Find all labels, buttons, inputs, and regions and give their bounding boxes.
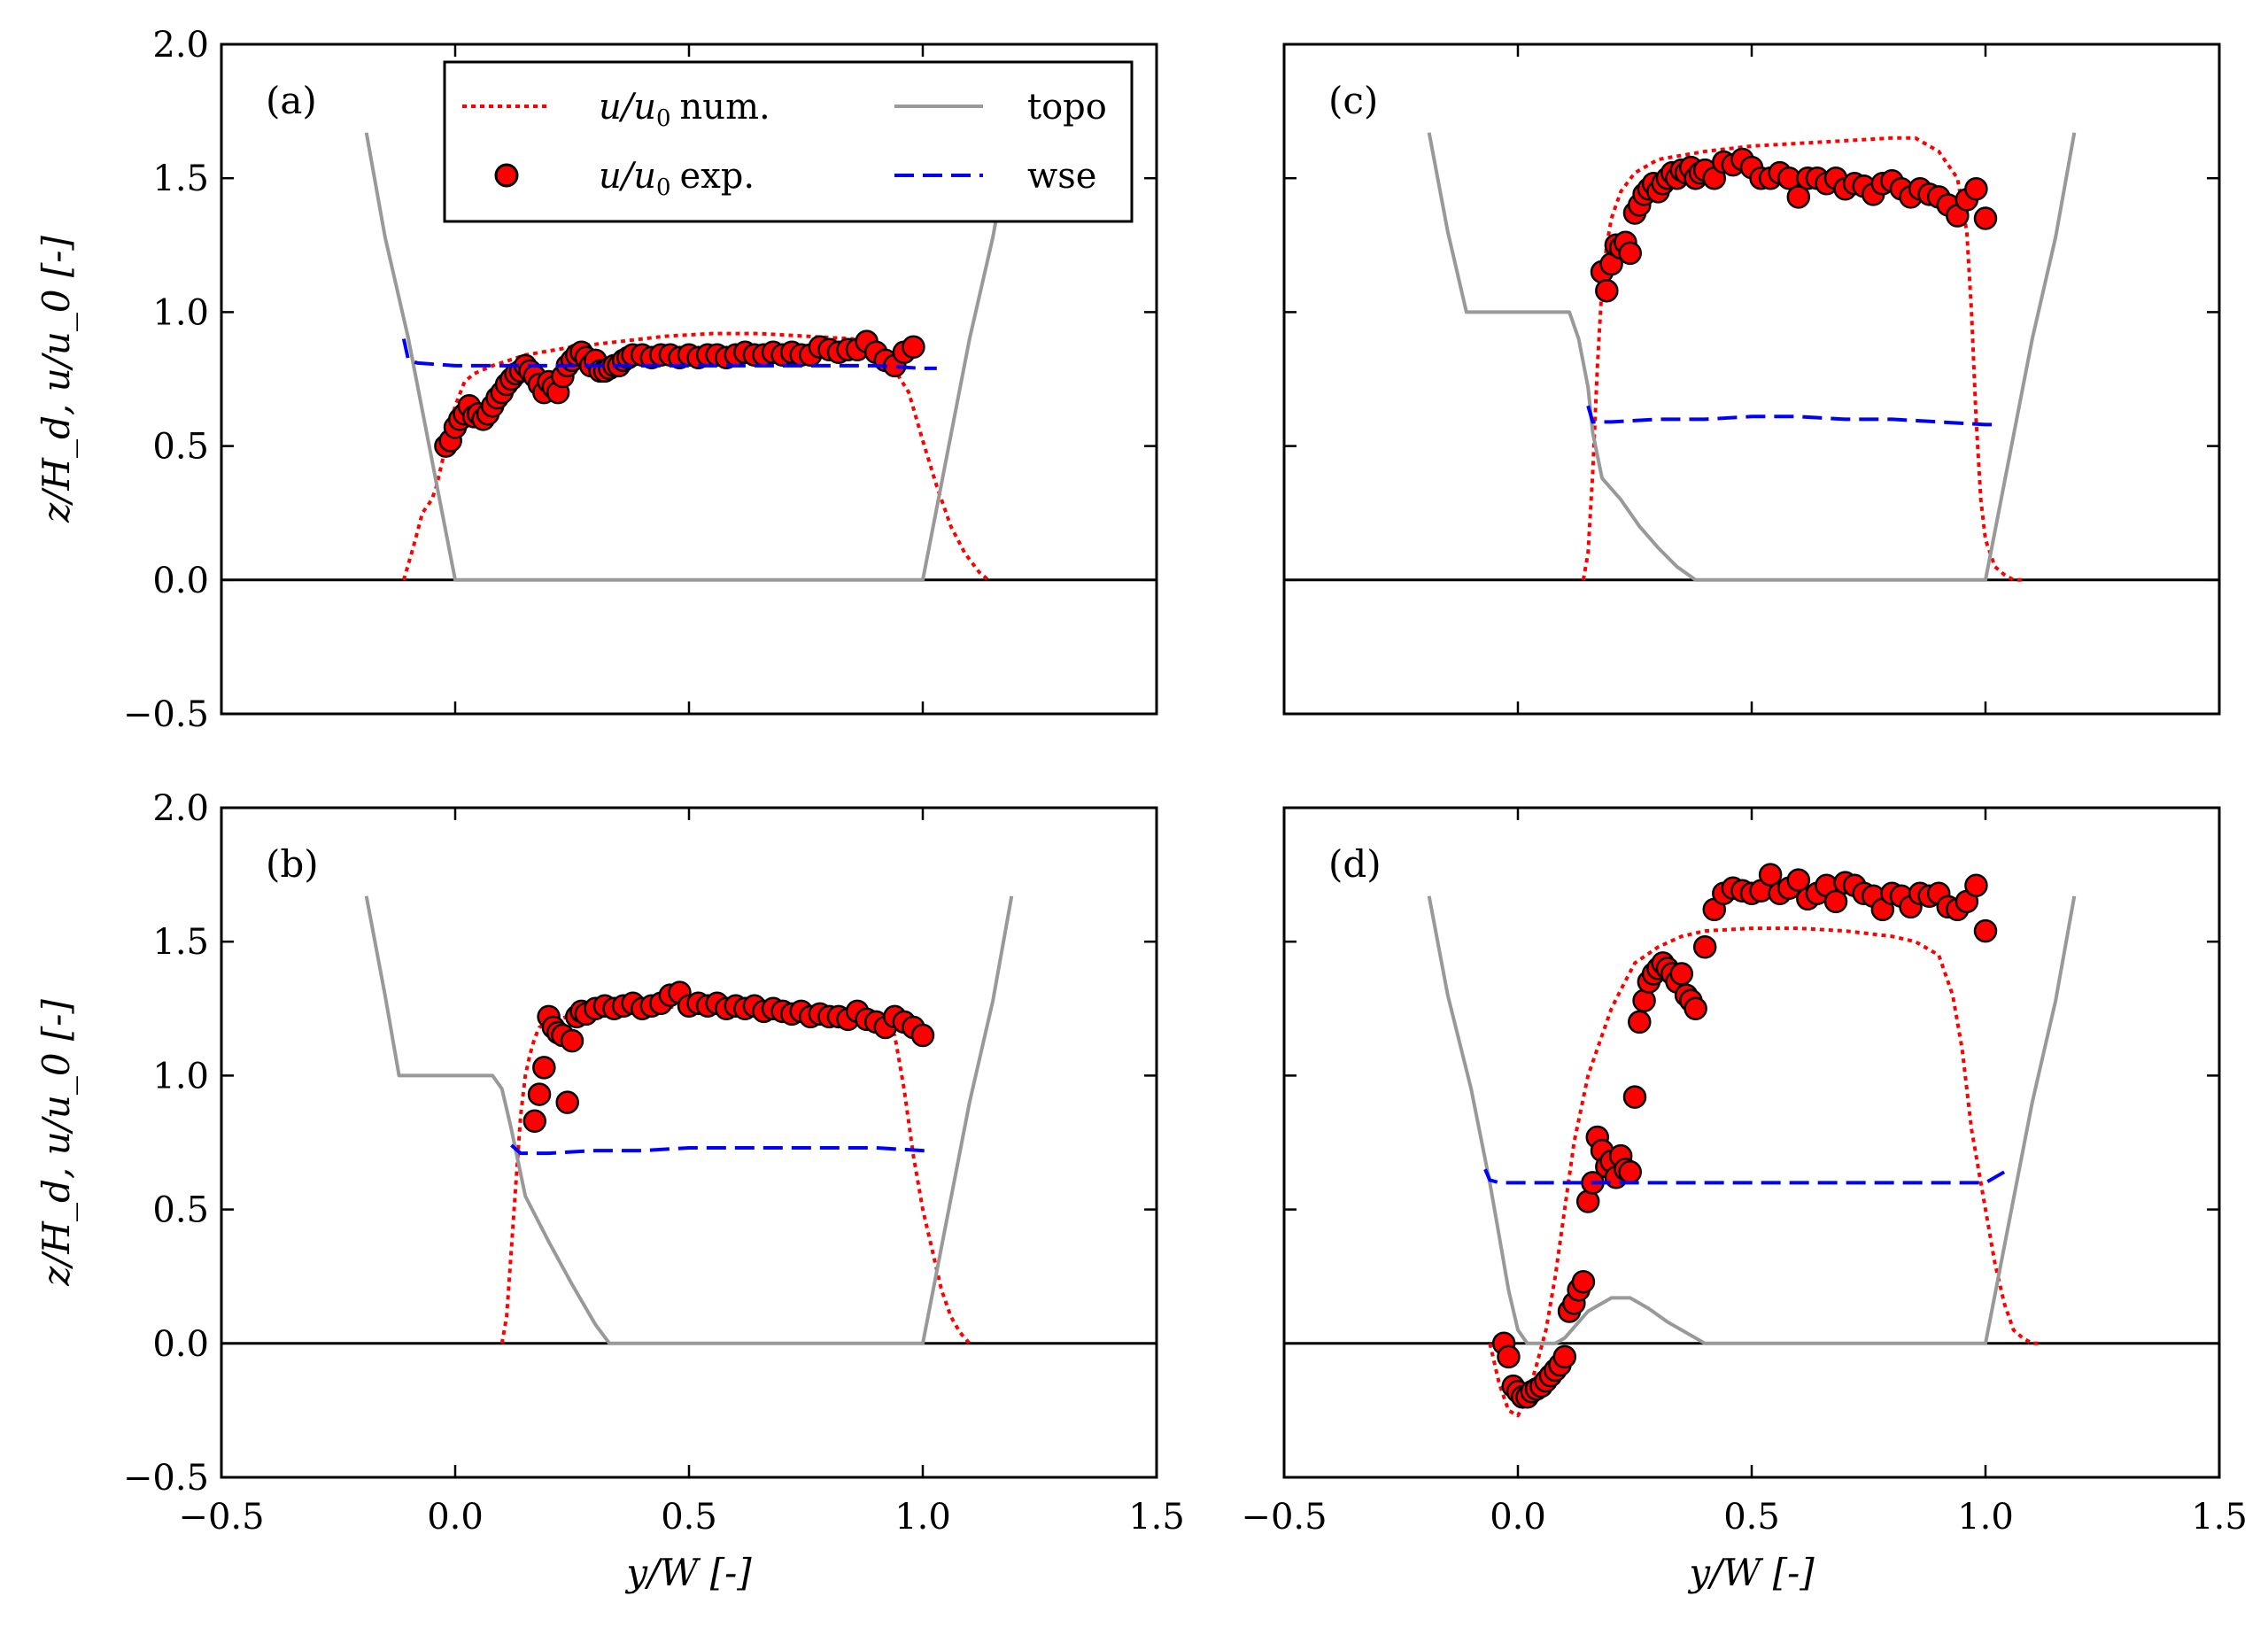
panel-b-frame	[220, 806, 1158, 1479]
panel-d-exp-point	[1669, 962, 1694, 986]
panel-b-exp-point	[532, 1056, 556, 1080]
panel-d-exp-point	[1628, 1010, 1652, 1034]
legend-topo-label: topo	[1027, 87, 1107, 128]
panel-d-x-tick-label: −0.5	[1241, 1497, 1327, 1538]
panel-c-topo-line	[1427, 132, 2077, 582]
y-axis-label-bottom: z/H_d, u/u_0 [-]	[35, 998, 78, 1286]
panel-d-wse-line	[1483, 1168, 2006, 1185]
panel-b-wse-line	[510, 1143, 928, 1156]
panel-a-topo-line	[364, 132, 1014, 582]
panel-d-x-tick-label: 1.0	[1957, 1497, 2014, 1538]
panel-b-x-tick-label: −0.5	[178, 1497, 264, 1538]
panel-a-y-tick-label: 0.0	[152, 561, 209, 601]
panel-d: −0.5 0.0 0.5 1.0 1.5 (d)	[1241, 806, 2248, 1538]
panel-d-exp-point	[1823, 889, 1848, 914]
panel-c-exp-point	[1786, 185, 1811, 209]
panel-b-exp-point	[910, 1023, 935, 1048]
legend-exp-label: u/u0 exp.	[599, 156, 755, 201]
panel-d-exp-point	[1684, 996, 1707, 1021]
legend: u/u0 num. u/u0 exp. topo wse	[443, 60, 1134, 223]
panel-a-y-tick-label: 0.5	[152, 427, 209, 468]
panel-d-exp-point	[1964, 873, 1988, 897]
legend-box	[443, 60, 1134, 223]
panel-b-y-tick-label: 2.0	[152, 788, 209, 829]
panel-a-y-tick-label: −0.5	[123, 694, 209, 735]
legend-num-label: u/u0 num.	[599, 87, 770, 132]
panel-d-exp-point	[1786, 868, 1811, 892]
panel-b-label: (b)	[266, 842, 319, 886]
panel-c-wse-line	[1586, 405, 2000, 427]
panel-c-exp-point	[1618, 241, 1642, 266]
panel-b-x-tick-label: 1.5	[1128, 1497, 1185, 1538]
panel-a: −0.5 0.0 0.5 1.0 1.5 2.0 (a)	[123, 25, 1158, 735]
panel-b: −0.5 0.0 0.5 1.0 1.5 −0.5 0.0 0.5 1.0 1.5 2.0 (b)	[123, 788, 1185, 1538]
panel-d-exp-point	[1571, 1269, 1596, 1294]
panel-d-topo-line	[1427, 895, 2077, 1345]
panel-b-y-tick-label: 1.5	[152, 922, 209, 963]
panel-d-x-tick-label: 0.0	[1490, 1497, 1546, 1538]
panel-d-exp-point	[1758, 863, 1783, 887]
panel-c-exp-point	[1973, 206, 1998, 230]
panel-a-y-tick-label: 1.0	[152, 292, 209, 333]
panel-b-exp-point	[555, 1090, 579, 1114]
panel-d-exp-point	[1552, 1344, 1577, 1369]
panel-b-topo-line	[364, 895, 1014, 1345]
panel-a-wse-line	[401, 338, 937, 370]
panel-c-label: (c)	[1328, 79, 1378, 122]
panel-b-y-tick-label: 0.0	[152, 1324, 209, 1365]
panel-c-exp-point	[1964, 177, 1988, 201]
panel-a-u-u0-num-line	[401, 331, 990, 582]
panel-a-y-tick-label: 1.5	[152, 159, 209, 199]
panel-d-frame	[1282, 806, 2221, 1479]
panel-b-exp-point	[527, 1082, 552, 1106]
legend-wse-label: wse	[1027, 156, 1096, 197]
panel-c-exp-point	[1595, 278, 1619, 303]
panel-d-label: (d)	[1328, 842, 1382, 886]
panel-d-x-tick-label: 1.5	[2191, 1497, 2248, 1538]
panel-a-y-tick-label: 2.0	[152, 25, 209, 66]
x-axis-label-right: y/W [-]	[1687, 1551, 1815, 1594]
panel-d-exp-point	[1692, 934, 1717, 959]
panel-d-u-u0-num-line	[1488, 926, 2042, 1418]
panel-b-u-u0-num-line	[499, 1003, 971, 1345]
panel-a-exp-point	[902, 335, 925, 359]
legend-exp-swatch	[494, 163, 519, 188]
panel-a-label: (a)	[266, 79, 317, 122]
y-axis-label-top: z/H_d, u/u_0 [-]	[35, 235, 78, 523]
panel-d-exp-point	[1497, 1344, 1521, 1369]
panel-b-y-tick-label: 1.0	[152, 1056, 209, 1096]
panel-b-y-tick-label: −0.5	[123, 1458, 209, 1499]
x-axis-label-left: y/W [-]	[624, 1551, 752, 1594]
panel-d-exp-point	[1973, 918, 1998, 943]
panel-c-u-u0-num-line	[1581, 136, 2024, 582]
panel-b-x-tick-label: 0.0	[427, 1497, 484, 1538]
panel-d-x-tick-label: 0.5	[1723, 1497, 1780, 1538]
panel-c-frame	[1282, 43, 2221, 716]
panel-d-exp-point	[1622, 1085, 1647, 1109]
panel-b-x-tick-label: 0.5	[661, 1497, 717, 1538]
panel-c: (c)	[1282, 43, 2221, 716]
panel-d-exp-point	[1618, 1160, 1642, 1184]
panel-b-exp-point	[522, 1109, 547, 1134]
panel-b-y-tick-label: 0.5	[152, 1190, 209, 1231]
panel-b-exp-point	[560, 1028, 584, 1053]
panel-b-x-tick-label: 1.0	[894, 1497, 951, 1538]
